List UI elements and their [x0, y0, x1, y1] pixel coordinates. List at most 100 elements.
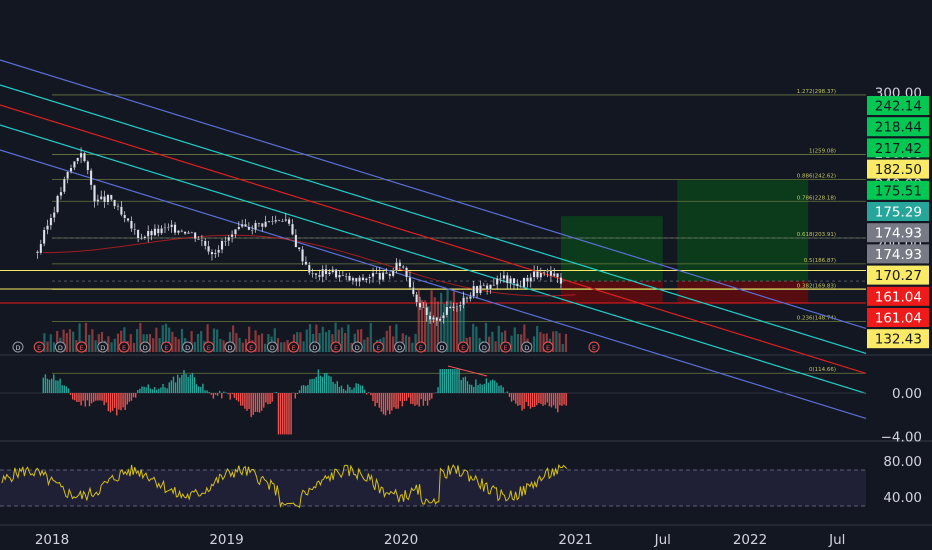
volume-bar	[46, 341, 49, 352]
candle-body	[338, 274, 341, 278]
candle-body	[505, 274, 509, 284]
candle-body	[267, 220, 271, 223]
candle-body	[109, 194, 113, 200]
candle-body	[210, 251, 214, 255]
event-marker-icon	[394, 341, 406, 353]
volume-bar	[107, 336, 110, 352]
candle-body	[479, 285, 482, 294]
candle-body	[475, 285, 479, 294]
volume-bar	[308, 324, 312, 352]
candle-body	[113, 199, 116, 207]
candle-body	[502, 274, 506, 279]
candle-body	[375, 272, 378, 274]
fib-level-label: 1(259.08)	[809, 148, 836, 154]
volume-bar	[296, 332, 299, 352]
volume-bar	[328, 330, 331, 352]
volume-bar	[299, 332, 302, 352]
time-axis-label: 2021	[558, 532, 592, 548]
volume-bar	[340, 327, 344, 352]
volume-bar	[430, 290, 433, 352]
event-marker-icon	[118, 341, 130, 353]
event-marker-letter: D	[524, 344, 529, 352]
volume-bar	[129, 334, 132, 352]
price-label-background	[867, 265, 929, 285]
price-label-background	[867, 244, 929, 264]
candle-body	[341, 274, 345, 276]
volume-bar	[52, 342, 56, 352]
candle-body	[435, 316, 439, 322]
candle-body	[344, 275, 348, 277]
volume-bar	[273, 328, 276, 352]
event-marker-letter: E	[376, 344, 380, 352]
volume-bar	[97, 334, 100, 352]
volume-bar	[110, 342, 113, 352]
candle-body	[156, 228, 160, 234]
volume-bar	[424, 300, 427, 352]
candle-body	[217, 249, 221, 254]
volume-bar	[123, 327, 126, 352]
volume-bar	[116, 333, 120, 352]
volume-bar	[264, 343, 267, 352]
volume-bar	[449, 300, 452, 352]
volume-bar	[552, 331, 555, 352]
event-marker-icon	[588, 341, 600, 353]
event-marker-icon	[457, 341, 469, 353]
volume-bar	[504, 330, 507, 352]
price-label-background	[867, 96, 929, 115]
candle-body	[519, 286, 523, 288]
candle-body	[203, 240, 207, 247]
volume-bar	[318, 333, 321, 352]
volume-bar	[91, 329, 94, 352]
candle-body	[509, 277, 512, 284]
rsi-line	[1, 463, 568, 509]
candle-body	[133, 228, 137, 231]
price-label-value: 182.50	[875, 162, 922, 178]
candle-body	[361, 277, 365, 281]
volume-bar	[516, 334, 520, 352]
event-marker-icon	[182, 341, 194, 353]
price-label-background	[867, 117, 929, 137]
candle-body	[301, 249, 304, 262]
candle-body	[136, 229, 140, 239]
candle-body	[321, 268, 325, 278]
event-marker-icon	[309, 341, 321, 353]
volume-bar	[542, 333, 545, 352]
candle-body	[89, 170, 93, 186]
event-marker-icon	[54, 341, 66, 353]
volume-bar	[190, 331, 193, 352]
candle-body	[388, 273, 392, 277]
candle-body	[257, 222, 261, 225]
volume-bar	[180, 328, 184, 352]
volume-bar	[484, 322, 488, 352]
price-label-background	[867, 159, 929, 179]
candle-body	[536, 271, 539, 278]
time-axis-label: 2018	[35, 532, 69, 548]
price-label-value: 132.43	[875, 332, 922, 348]
volume-bar	[248, 326, 251, 352]
candle-body	[415, 294, 419, 303]
candle-body	[401, 266, 405, 268]
event-marker-icon	[266, 341, 278, 353]
candle-body	[86, 161, 90, 171]
volume-bar	[468, 336, 472, 352]
volume-bar	[43, 333, 46, 352]
volume-bar	[212, 328, 216, 352]
event-marker-icon	[542, 341, 554, 353]
volume-bar	[136, 329, 139, 352]
candle-body	[395, 262, 398, 271]
candle-body	[173, 224, 177, 234]
long-position-loss-zone	[560, 281, 663, 304]
fib-level-label: 0.618(203.91)	[797, 232, 836, 238]
long-position-profit-zone	[677, 180, 809, 282]
candle-body	[264, 221, 268, 228]
volume-bar	[433, 297, 436, 352]
candle-body	[371, 272, 375, 277]
price-label-value: 170.27	[875, 268, 922, 284]
candle-body	[76, 157, 80, 162]
event-marker-icon	[12, 341, 24, 353]
candle-body	[418, 302, 422, 308]
event-marker-letter: D	[58, 344, 63, 352]
event-marker-letter: E	[334, 344, 338, 352]
candle-body	[428, 315, 432, 320]
